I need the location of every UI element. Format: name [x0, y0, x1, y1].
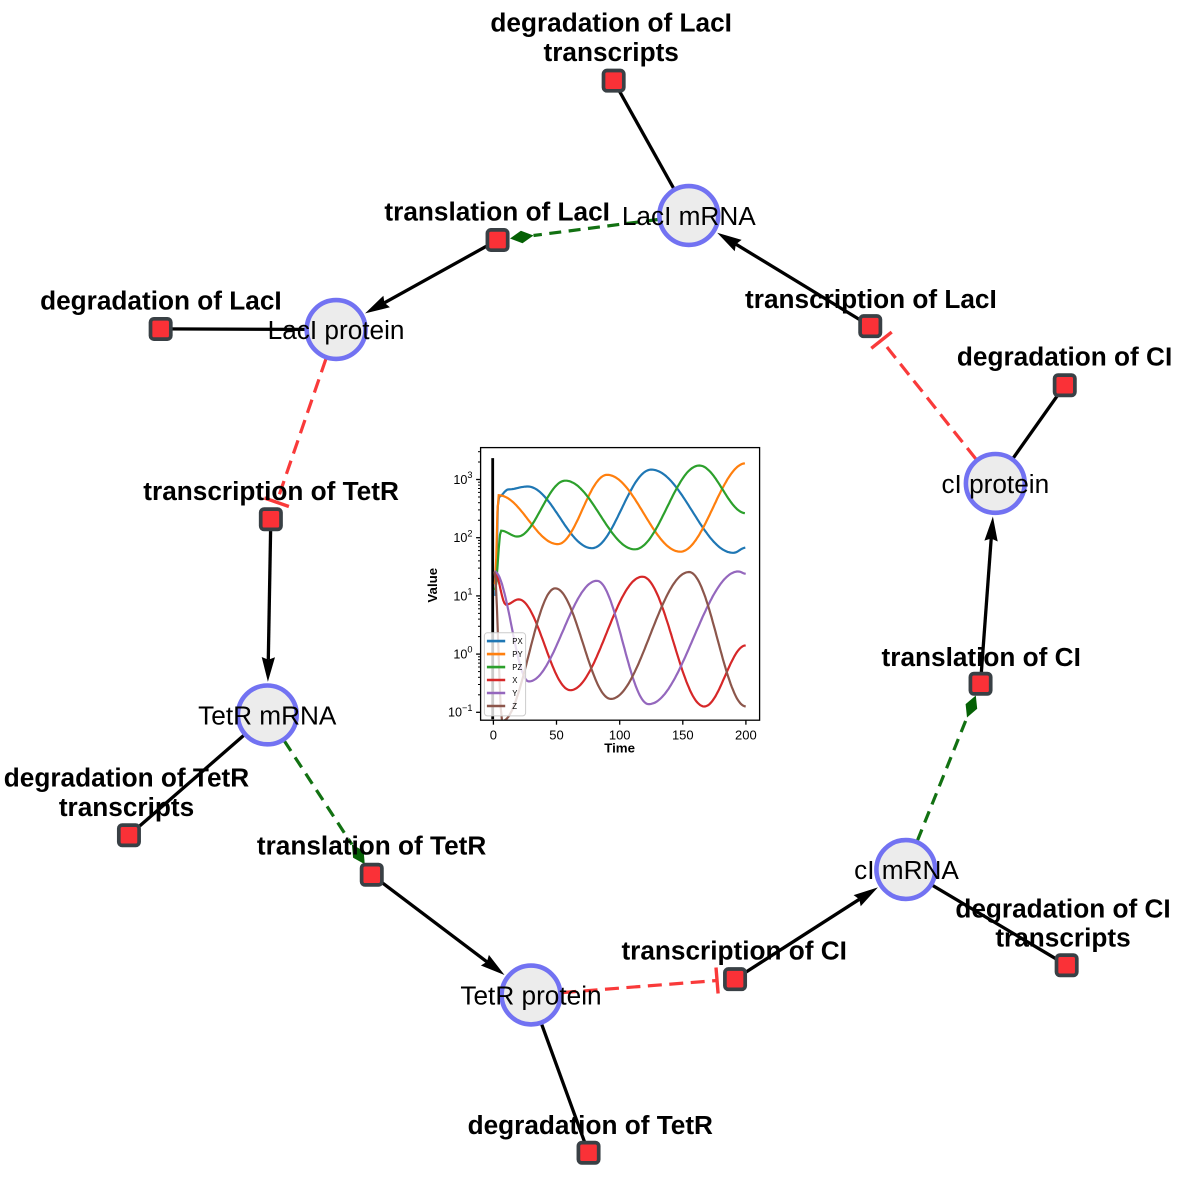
svg-text:0: 0 — [490, 727, 497, 742]
svg-text:LacI mRNA: LacI mRNA — [622, 201, 756, 231]
svg-text:200: 200 — [735, 727, 757, 742]
svg-text:transcripts: transcripts — [59, 792, 194, 822]
svg-text:50: 50 — [549, 727, 563, 742]
svg-text:transcripts: transcripts — [544, 37, 679, 67]
svg-text:degradation of CI: degradation of CI — [955, 893, 1170, 923]
svg-text:translation of LacI: translation of LacI — [384, 196, 610, 226]
svg-text:cI protein: cI protein — [941, 469, 1049, 499]
svg-text:Time: Time — [604, 741, 635, 756]
svg-text:translation of TetR: translation of TetR — [257, 830, 486, 860]
svg-text:PX: PX — [512, 637, 523, 646]
svg-text:PZ: PZ — [512, 663, 522, 672]
svg-text:PY: PY — [512, 650, 523, 659]
svg-text:transcription of LacI: transcription of LacI — [745, 284, 997, 314]
svg-text:150: 150 — [672, 727, 694, 742]
svg-text:LacI protein: LacI protein — [268, 315, 405, 345]
svg-text:X: X — [512, 676, 518, 685]
svg-text:transcription of CI: transcription of CI — [621, 936, 847, 966]
svg-text:Z: Z — [512, 702, 517, 711]
svg-text:transcription of TetR: transcription of TetR — [143, 476, 399, 506]
svg-text:Y: Y — [512, 689, 518, 698]
svg-text:degradation of TetR: degradation of TetR — [468, 1110, 713, 1140]
svg-text:degradation of TetR: degradation of TetR — [4, 763, 249, 793]
svg-text:degradation of CI: degradation of CI — [957, 341, 1172, 371]
svg-text:Value: Value — [425, 568, 440, 603]
svg-text:TetR mRNA: TetR mRNA — [198, 700, 337, 730]
svg-text:degradation of LacI: degradation of LacI — [40, 285, 282, 315]
svg-text:translation of CI: translation of CI — [882, 642, 1081, 672]
svg-text:cI mRNA: cI mRNA — [854, 855, 959, 885]
svg-text:100: 100 — [609, 727, 631, 742]
svg-text:TetR protein: TetR protein — [460, 980, 601, 1010]
svg-text:transcripts: transcripts — [995, 923, 1130, 953]
svg-text:degradation of LacI: degradation of LacI — [490, 7, 732, 37]
